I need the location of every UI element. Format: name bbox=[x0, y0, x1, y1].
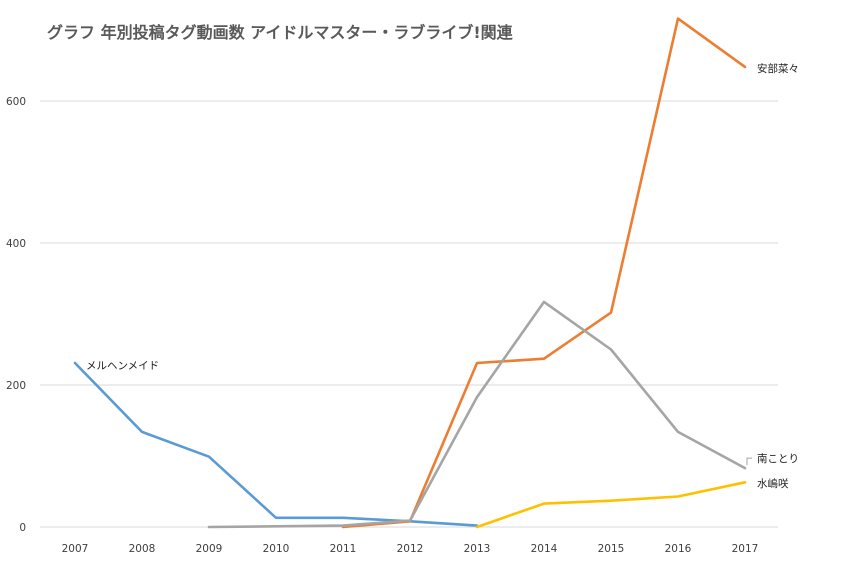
chart-title: グラフ 年別投稿タグ動画数 アイドルマスター・ラブライブ!関連 bbox=[47, 23, 514, 42]
series-0-label: メルヘンメイド bbox=[86, 360, 159, 372]
y-tick-label: 600 bbox=[6, 96, 26, 108]
x-axis-ticks: 2007 2008 2009 2010 2011 2012 2013 2014 2015 2016… bbox=[62, 543, 759, 555]
x-tick-label: 2013 bbox=[464, 543, 491, 555]
series-3-line bbox=[475, 481, 747, 529]
series-1-label: 安部菜々 bbox=[757, 62, 799, 75]
x-tick-label: 2007 bbox=[62, 543, 89, 555]
x-tick-label: 2011 bbox=[330, 543, 357, 555]
x-tick-label: 2016 bbox=[665, 543, 692, 555]
x-tick-label: 2008 bbox=[129, 543, 156, 555]
gridlines bbox=[40, 100, 778, 528]
x-tick-label: 2012 bbox=[397, 543, 424, 555]
y-tick-label: 200 bbox=[6, 380, 26, 392]
series-0-line bbox=[73, 361, 479, 527]
series-lines bbox=[73, 17, 747, 529]
x-tick-label: 2009 bbox=[196, 543, 223, 555]
y-tick-label: 400 bbox=[6, 238, 26, 250]
y-tick-label: 0 bbox=[19, 522, 26, 534]
series-2-leader-line bbox=[746, 457, 752, 466]
x-tick-label: 2017 bbox=[732, 543, 759, 555]
x-tick-label: 2015 bbox=[598, 543, 625, 555]
series-1-line bbox=[341, 17, 747, 529]
series-2-line bbox=[207, 300, 747, 529]
series-3-label: 水嶋咲 bbox=[757, 477, 789, 490]
series-2-label: 南ことり bbox=[757, 452, 799, 465]
y-axis-ticks: 0 200 400 600 bbox=[6, 96, 26, 534]
x-tick-label: 2014 bbox=[531, 543, 558, 555]
x-tick-label: 2010 bbox=[263, 543, 290, 555]
